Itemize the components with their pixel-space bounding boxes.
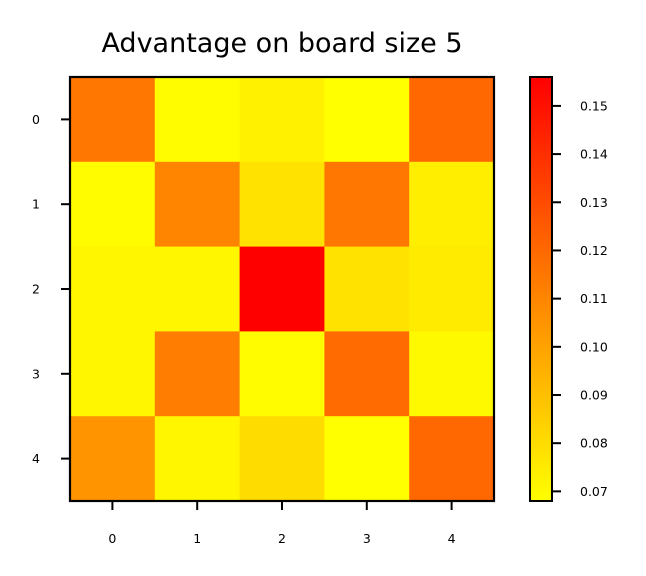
heatmap-cell (239, 161, 325, 248)
heatmap-cell (324, 246, 410, 332)
colorbar (529, 76, 553, 502)
heatmap-cell (324, 331, 410, 417)
heatmap-cell (70, 246, 156, 332)
x-axis: 0 1 2 3 4 (108, 501, 456, 546)
heatmap-cell (239, 246, 325, 332)
y-tick-label: 4 (32, 451, 40, 466)
heatmap-cells (70, 77, 495, 502)
heatmap-cell (70, 77, 156, 163)
heatmap-cell (324, 161, 410, 248)
heatmap-cell (409, 161, 495, 248)
heatmap-cell (154, 161, 241, 248)
heatmap-cell (70, 331, 156, 417)
heatmap-cell (409, 331, 495, 417)
heatmap-cell (324, 77, 410, 163)
chart-title: Advantage on board size 5 (101, 28, 462, 59)
colorbar-axis: 0.07 0.08 0.09 0.10 0.11 0.12 0.13 0.14 0.15 (552, 98, 608, 499)
colorbar-tick-label: 0.12 (580, 243, 608, 258)
x-tick-label: 3 (363, 531, 371, 546)
colorbar-tick-label: 0.14 (580, 147, 608, 162)
heatmap-cell (239, 416, 325, 502)
colorbar-tick-label: 0.09 (580, 388, 608, 403)
x-tick-label: 2 (278, 531, 286, 546)
y-tick-label: 0 (32, 112, 40, 127)
colorbar-tick-label: 0.13 (580, 195, 608, 210)
heatmap-cell (154, 331, 241, 417)
heatmap-cell (70, 161, 156, 248)
y-tick-label: 2 (32, 282, 40, 297)
y-tick-label: 3 (32, 366, 40, 381)
x-tick-label: 4 (448, 531, 456, 546)
heatmap-cell (70, 416, 156, 502)
heatmap-cell (239, 331, 325, 417)
heatmap-cell (154, 246, 241, 332)
colorbar-tick-label: 0.11 (580, 291, 608, 306)
heatmap-cell (239, 77, 325, 163)
heatmap-cell (324, 416, 410, 502)
heatmap-cell (154, 416, 241, 502)
colorbar-tick-label: 0.10 (580, 339, 608, 354)
y-tick-label: 1 (32, 197, 40, 212)
colorbar-tick-label: 0.07 (580, 484, 608, 499)
heatmap-cell (409, 416, 495, 502)
colorbar-tick-label: 0.08 (580, 436, 608, 451)
y-axis: 0 1 2 3 4 (32, 112, 70, 466)
heatmap-cell (409, 246, 495, 332)
heatmap-cell (154, 77, 241, 163)
heatmap-cell (409, 77, 495, 163)
x-tick-label: 0 (108, 531, 116, 546)
colorbar-tick-label: 0.15 (580, 98, 608, 113)
x-tick-label: 1 (193, 531, 201, 546)
